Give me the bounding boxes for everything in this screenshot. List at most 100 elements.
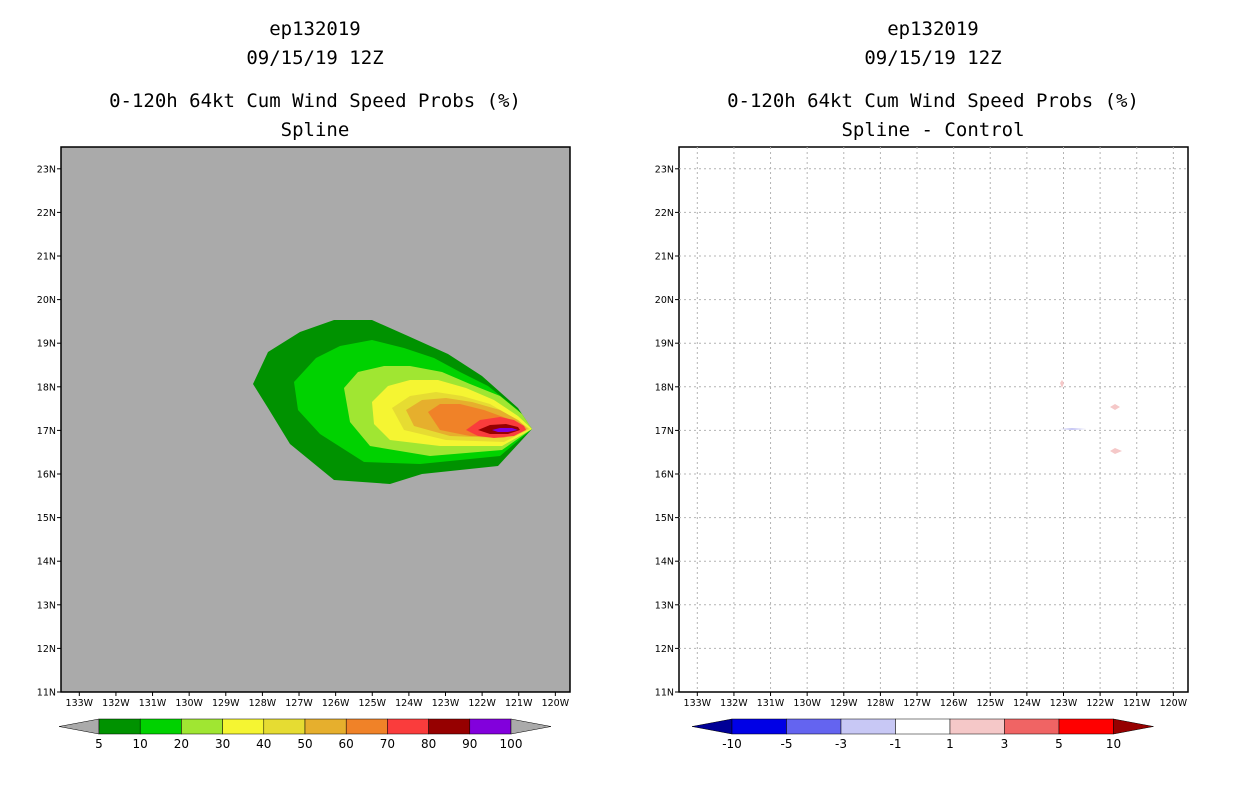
lat-label: 19N [37, 339, 56, 350]
colorbar-high-arrow [510, 718, 552, 735]
colorbar-segment [949, 718, 1005, 735]
colorbar-label: 10 [1106, 737, 1121, 751]
left-datetime: 09/15/19 12Z [246, 47, 384, 69]
lon-label: 126W [322, 698, 350, 709]
right-colorbar: -10 -5 -3 -1 1 3 5 10 [691, 718, 1154, 751]
lat-label: 22N [37, 208, 56, 219]
lat-label: 23N [37, 164, 56, 175]
right-lat-axis: 23N 22N 21N 20N 19N 18N 17N 16N 15N 14N 13N 12N 11N [655, 164, 679, 699]
lon-label: 133W [66, 698, 94, 709]
colorbar-segment [731, 718, 787, 735]
lon-label: 131W [139, 698, 167, 709]
lon-label: 125W [976, 698, 1004, 709]
colorbar-label: 60 [339, 737, 354, 751]
lat-label: 14N [37, 557, 56, 568]
lon-label: 132W [720, 698, 748, 709]
colorbar-segment [895, 718, 951, 735]
lat-label: 18N [37, 382, 56, 393]
lat-label: 16N [37, 470, 56, 481]
lat-label: 11N [655, 688, 674, 699]
colorbar-segment [840, 718, 896, 735]
lon-label: 124W [395, 698, 423, 709]
right-product-title: 0-120h 64kt Cum Wind Speed Probs (%) [727, 90, 1139, 112]
lat-label: 15N [655, 513, 674, 524]
lon-label: 130W [793, 698, 821, 709]
lat-label: 11N [37, 688, 56, 699]
colorbar-label: 40 [256, 737, 271, 751]
left-lon-axis: 133W 132W 131W 130W 129W 128W 127W 126W 125W 124W… [66, 692, 570, 709]
lat-label: 23N [655, 164, 674, 175]
colorbar-low-arrow [691, 718, 733, 735]
lat-label: 18N [655, 382, 674, 393]
lon-label: 130W [175, 698, 203, 709]
left-subtitle: Spline [280, 119, 350, 141]
colorbar-label: 1 [946, 737, 954, 751]
lon-label: 120W [542, 698, 570, 709]
lat-label: 12N [37, 644, 56, 655]
right-title-block: ep132019 09/15/19 12Z 0-120h 64kt Cum Wi… [678, 15, 1188, 145]
colorbar-label: 5 [1055, 737, 1063, 751]
colorbar-segment [1058, 718, 1114, 735]
lon-label: 123W [432, 698, 460, 709]
diff-blob-3 [1110, 448, 1122, 454]
contour-90 [492, 428, 518, 432]
colorbar-high-arrow [1113, 718, 1154, 735]
colorbar-segment [181, 718, 223, 735]
diff-blob-4 [1060, 428, 1086, 430]
left-title-block: ep132019 09/15/19 12Z 0-120h 64kt Cum Wi… [60, 15, 570, 145]
diff-blob-2 [1110, 404, 1120, 410]
lon-label: 120W [1160, 698, 1188, 709]
lon-label: 129W [830, 698, 858, 709]
lat-label: 19N [655, 339, 674, 350]
lon-label: 121W [1123, 698, 1151, 709]
lon-label: 124W [1013, 698, 1041, 709]
colorbar-label: 5 [95, 737, 103, 751]
colorbar-low-arrow [58, 718, 100, 735]
colorbar-label: 10 [133, 737, 148, 751]
right-datetime: 09/15/19 12Z [864, 47, 1002, 69]
lon-label: 127W [285, 698, 313, 709]
right-lon-axis: 133W 132W 131W 130W 129W 128W 127W 126W 125W 124W… [684, 692, 1188, 709]
colorbar-segment [786, 718, 842, 735]
lon-label: 132W [102, 698, 130, 709]
lon-label: 128W [867, 698, 895, 709]
right-storm-id: ep132019 [887, 18, 979, 40]
lon-label: 133W [684, 698, 712, 709]
lat-label: 20N [37, 295, 56, 306]
lat-label: 13N [37, 600, 56, 611]
colorbar-segment [387, 718, 429, 735]
lat-label: 12N [655, 644, 674, 655]
colorbar-label: 90 [462, 737, 477, 751]
lat-label: 17N [37, 426, 56, 437]
lat-label: 15N [37, 513, 56, 524]
colorbar-label: -3 [835, 737, 847, 751]
lat-label: 22N [655, 208, 674, 219]
colorbar-label: -5 [781, 737, 793, 751]
colorbar-segment [139, 718, 182, 735]
lon-label: 129W [212, 698, 240, 709]
left-colorbar: 5 10 20 30 40 50 60 70 80 90 100 [58, 718, 552, 751]
colorbar-label: 70 [380, 737, 395, 751]
colorbar-label: 3 [1001, 737, 1009, 751]
lon-label: 128W [249, 698, 277, 709]
lon-label: 126W [940, 698, 968, 709]
lat-label: 21N [655, 252, 674, 263]
lon-label: 127W [903, 698, 931, 709]
lat-label: 20N [655, 295, 674, 306]
lon-label: 125W [358, 698, 386, 709]
left-storm-id: ep132019 [269, 18, 361, 40]
lon-label: 122W [1086, 698, 1114, 709]
lon-label: 131W [757, 698, 785, 709]
colorbar-label: 80 [421, 737, 436, 751]
lon-label: 121W [505, 698, 533, 709]
lon-label: 123W [1050, 698, 1078, 709]
right-subtitle: Spline - Control [841, 119, 1025, 141]
colorbar-segment [1004, 718, 1060, 735]
left-probability-map: 23N22N21N20N19N18N17N16N15N14N13N12N11N … [37, 146, 571, 709]
left-lat-axis: 23N 22N 21N 20N 19N 18N 17N 16N 15N 14N 13N 12N 11N [37, 164, 61, 699]
colorbar-label: 20 [174, 737, 189, 751]
colorbar-label: 30 [215, 737, 230, 751]
lat-label: 21N [37, 252, 56, 263]
colorbar-segment [222, 718, 265, 735]
lon-label: 122W [468, 698, 496, 709]
